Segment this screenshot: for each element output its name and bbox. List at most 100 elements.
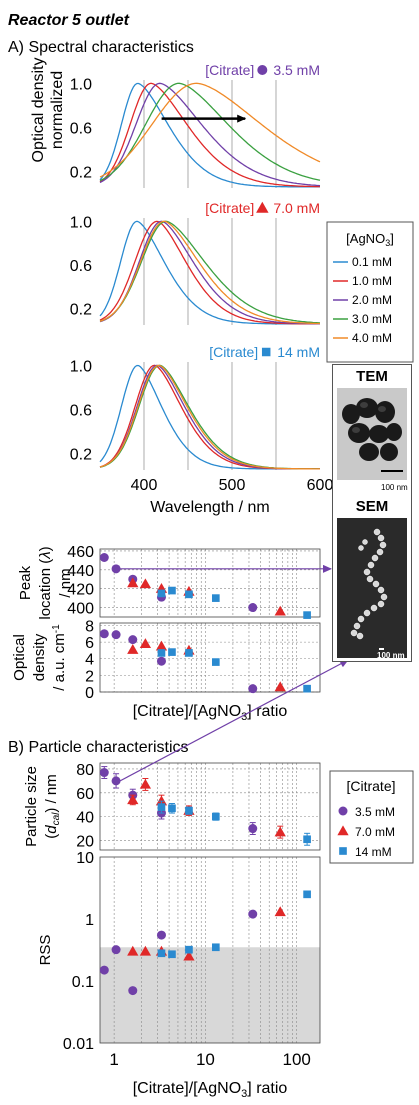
ytick-label: 0.1 [72, 974, 94, 991]
ytick-label: 0.01 [63, 1036, 94, 1053]
ytick-label: 1.0 [70, 358, 92, 375]
section-b-title: B) Particle characteristics [8, 739, 189, 756]
citrate-legend-label: 3.5 mM [355, 805, 395, 819]
ytick-label: 1 [85, 912, 94, 929]
data-point-peak_location-s2-p1 [127, 577, 139, 588]
spectrum-line-2 [99, 82, 320, 188]
ytick-label: 80 [76, 762, 94, 779]
data-point-optical_density-s3-p5 [303, 684, 311, 693]
scatter-panel-rss: 0.01 0.1 1 10 1 10 100 [63, 850, 321, 1069]
data-point-optical_density-s2-p3 [155, 640, 168, 651]
xtick-label: 10 [196, 1050, 215, 1069]
size-ylabel-2: (dcal) / nm [43, 774, 62, 838]
panel-frame [99, 622, 321, 693]
data-point-particle_size-s2-p2 [139, 778, 152, 789]
ytick-label: 20 [76, 833, 94, 850]
size-ylabel-1: Particle size [23, 766, 40, 847]
data-point-rss-s1-p2 [111, 945, 121, 955]
spectrum-line-4 [99, 82, 321, 182]
data-point-peak_location-s3-p5 [303, 611, 311, 619]
citrate-annotation-marker [256, 201, 269, 213]
spectra-panel-spectra_14: 0.2 0.6 1.0 14 mM [Citrate] 400 500 600 Waveleng… [70, 344, 334, 516]
ytick-label: 0 [85, 685, 94, 702]
citrate-annotation-marker [257, 65, 268, 75]
citrate-annotation-label: [Citrate] [205, 200, 254, 216]
sem-link-arrow [119, 659, 349, 782]
agno3-legend-label: 3.0 mM [352, 312, 392, 326]
ytick-label: 0.2 [70, 446, 92, 463]
ytick-label: 8 [85, 618, 94, 635]
citrate-legend-marker [339, 847, 347, 855]
citrate-legend-marker [337, 825, 349, 836]
ytick-label: 0.2 [70, 302, 92, 319]
scatter-panel-particle_size: 20 40 60 80 [76, 762, 321, 850]
data-point-rss-s3-p2 [168, 950, 176, 959]
data-point-rss-s1-p5 [248, 909, 258, 919]
data-point-peak_location-s1-p2 [111, 564, 121, 574]
data-point-optical_density-s2-p5 [274, 681, 286, 692]
ytick-label: 40 [76, 810, 94, 827]
data-point-particle_size-s2-p1 [127, 794, 139, 805]
data-point-particle_size-s3-p4 [211, 812, 220, 821]
data-point-peak_location-s2-p5 [274, 605, 286, 616]
rss-ylabel: RSS [37, 935, 54, 966]
citrate-legend-title: [Citrate] [346, 778, 395, 794]
agno3-legend-label: 0.1 mM [352, 255, 392, 269]
data-point-optical_density-s3-p2 [168, 648, 176, 656]
spectra-ylabel-line2: normalized [49, 71, 66, 149]
micrograph-panel: TEM 100 nm SEM [332, 364, 412, 662]
data-point-peak_location-s1-p5 [248, 603, 258, 613]
panel-frame [99, 548, 321, 618]
ytick-label: 1.0 [70, 76, 92, 93]
agno3-legend-title: [AgNO3] [346, 231, 394, 248]
citrate-annotation-value: 3.5 mM [273, 62, 320, 78]
ytick-label: 6 [85, 635, 94, 652]
ytick-label: 0.6 [70, 120, 92, 137]
spectrum-line-5 [99, 82, 321, 178]
spectrum-line-1 [99, 220, 320, 325]
agno3-legend-label: 1.0 mM [352, 274, 392, 288]
peak-ylabel-3: / nm [57, 568, 74, 597]
od-ylabel-2: density [31, 633, 48, 681]
citrate-legend-label: 14 mM [355, 845, 392, 859]
sem-label: SEM [355, 498, 389, 515]
ytick-label: 440 [67, 563, 94, 580]
data-point-rss-s1-p1 [99, 965, 109, 975]
agno3-legend: [AgNO3] 0.1 mM 1.0 mM 2.0 mM 3.0 mM 4.0 mM [326, 221, 414, 363]
ratio-xlabel-upper: [Citrate]/[AgNO3] ratio [133, 703, 288, 723]
data-point-peak_location-s3-p1 [157, 589, 166, 598]
spectrum-line-3 [99, 220, 320, 325]
xtick-label: 400 [131, 477, 158, 494]
data-point-peak_location-s3-p2 [168, 586, 176, 595]
data-point-optical_density-s1-p1 [99, 629, 109, 639]
ytick-label: 400 [67, 601, 94, 618]
ratio-xlabel-lower: [Citrate]/[AgNO3] ratio [133, 1080, 288, 1100]
xtick-label: 600 [307, 477, 334, 494]
xtick-label: 500 [219, 477, 246, 494]
data-point-rss-s1-p3 [128, 986, 138, 996]
data-point-rss-s3-p5 [303, 890, 311, 899]
tem-label: TEM [356, 368, 388, 385]
data-point-optical_density-s1-p4 [156, 656, 166, 666]
data-point-particle_size-s3-p1 [157, 803, 166, 811]
chart-annotations: Peak location (λ)/ nm Optical density / a.u.… [11, 546, 349, 1100]
ytick-label: 420 [67, 582, 94, 599]
ytick-label: 1.0 [70, 214, 92, 231]
data-point-rss-s3-p3 [185, 945, 193, 954]
data-point-optical_density-s3-p4 [211, 658, 220, 666]
data-point-optical_density-s1-p2 [111, 630, 121, 640]
data-point-optical_density-s2-p2 [139, 638, 152, 649]
spectrum-line-3 [99, 82, 321, 187]
ytick-label: 60 [76, 786, 94, 803]
tem-scale-label: 100 nm [381, 483, 408, 492]
tem-image [337, 388, 407, 480]
citrate-annotation-value: 7.0 mM [273, 200, 320, 216]
citrate-annotation-label: [Citrate] [205, 62, 254, 78]
citrate-annotation-marker [261, 347, 271, 357]
data-point-rss-s2-p4 [183, 950, 195, 961]
data-point-peak_location-s3-p3 [185, 590, 193, 599]
rss-shaded-region [100, 947, 320, 1043]
chart-legends: [AgNO3] 0.1 mM 1.0 mM 2.0 mM 3.0 mM 4.0 mM [Ci… [326, 221, 414, 864]
